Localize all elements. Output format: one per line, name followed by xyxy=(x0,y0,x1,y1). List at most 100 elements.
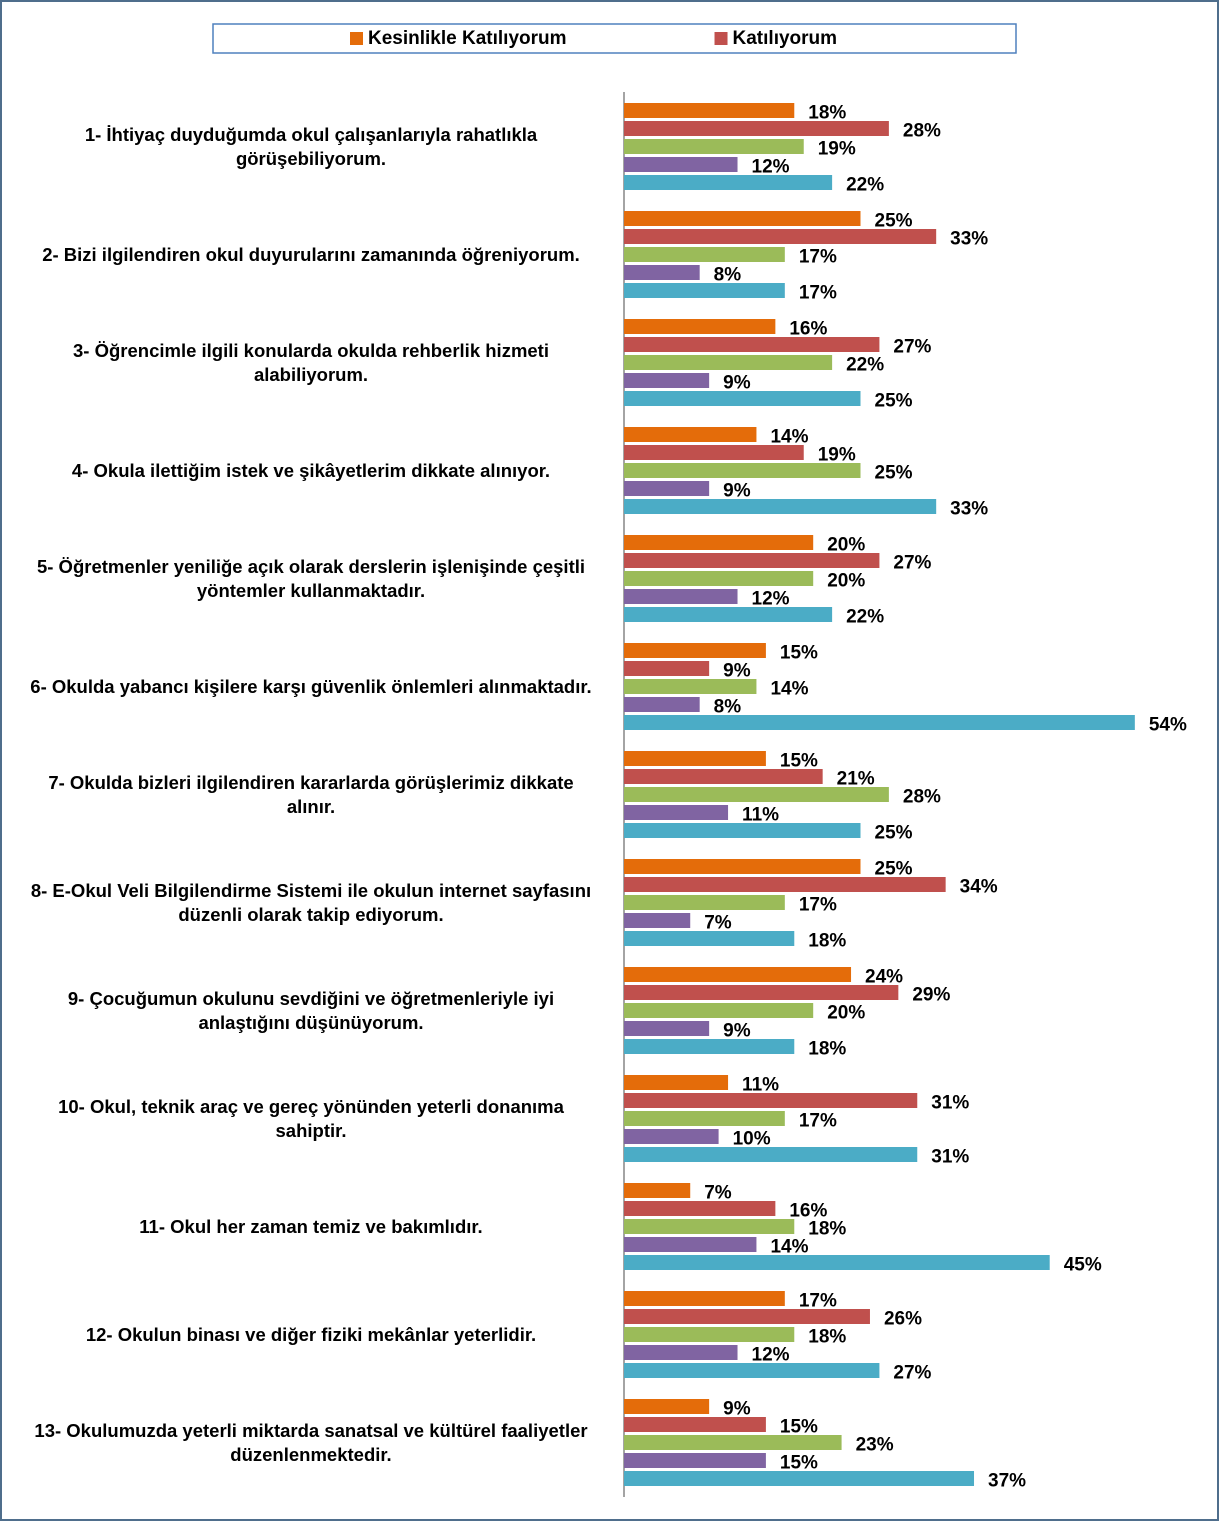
bar xyxy=(624,1309,870,1324)
value-label: 18% xyxy=(808,931,846,952)
legend-label: Katılıyorum xyxy=(733,28,838,49)
bar xyxy=(624,247,785,262)
value-label: 17% xyxy=(799,283,837,304)
category-label: 8- E-Okul Veli Bilgilendirme Sistemi ile… xyxy=(30,879,592,925)
value-label: 9% xyxy=(723,1021,751,1042)
category-label: 4- Okula ilettiğim istek ve şikâyetlerim… xyxy=(71,459,551,481)
value-label: 22% xyxy=(846,175,884,196)
bar xyxy=(624,1111,785,1126)
value-label: 18% xyxy=(808,1327,846,1348)
bar xyxy=(624,1021,710,1036)
bar xyxy=(624,445,804,460)
bar xyxy=(624,283,785,298)
bar xyxy=(624,1399,710,1414)
value-label: 25% xyxy=(875,391,913,412)
bar xyxy=(624,427,757,442)
value-label: 17% xyxy=(799,247,837,268)
value-label: 7% xyxy=(704,1183,732,1204)
value-label: 18% xyxy=(808,1039,846,1060)
bar xyxy=(624,751,766,766)
bar xyxy=(624,1093,918,1108)
bar xyxy=(624,1471,975,1486)
value-label: 21% xyxy=(837,769,875,790)
value-label: 29% xyxy=(912,985,950,1006)
bar xyxy=(624,391,861,406)
value-label: 8% xyxy=(714,697,742,718)
bar xyxy=(624,697,700,712)
bar xyxy=(624,211,861,226)
value-label: 22% xyxy=(846,607,884,628)
value-label: 33% xyxy=(950,229,988,250)
value-label: 17% xyxy=(799,895,837,916)
bar xyxy=(624,1003,814,1018)
legend-label: Kesinlikle Katılıyorum xyxy=(368,28,567,49)
bar xyxy=(624,571,814,586)
value-label: 15% xyxy=(780,643,818,664)
value-label: 20% xyxy=(827,535,865,556)
value-label: 25% xyxy=(875,463,913,484)
bar xyxy=(624,715,1135,730)
bar xyxy=(624,895,785,910)
value-label: 17% xyxy=(799,1291,837,1312)
bar xyxy=(624,1075,729,1090)
bar xyxy=(624,1291,785,1306)
bar xyxy=(624,1219,795,1234)
bar xyxy=(624,337,880,352)
value-label: 27% xyxy=(893,1363,931,1384)
value-label: 26% xyxy=(884,1309,922,1330)
value-label: 11% xyxy=(742,1075,779,1096)
bar xyxy=(624,1345,738,1360)
bar xyxy=(624,373,710,388)
bar xyxy=(624,643,766,658)
value-label: 15% xyxy=(780,751,818,772)
category-label: 10- Okul, teknik araç ve gereç yönünden … xyxy=(58,1095,564,1141)
value-label: 27% xyxy=(893,337,931,358)
bar xyxy=(624,985,899,1000)
bar xyxy=(624,1129,719,1144)
value-label: 23% xyxy=(856,1435,894,1456)
bar xyxy=(624,1183,691,1198)
bar xyxy=(624,103,795,118)
bar xyxy=(624,787,889,802)
value-label: 10% xyxy=(733,1129,771,1150)
category-label: 13- Okulumuzda yeterli miktarda sanatsal… xyxy=(34,1419,588,1465)
value-label: 20% xyxy=(827,1003,865,1024)
value-label: 18% xyxy=(808,103,846,124)
value-label: 17% xyxy=(799,1111,837,1132)
category-label: 12- Okulun binası ve diğer fiziki mekânl… xyxy=(85,1323,537,1345)
bar xyxy=(624,877,946,892)
legend-swatch xyxy=(714,32,728,45)
bar xyxy=(624,661,710,676)
value-label: 25% xyxy=(875,211,913,232)
category-label: 6- Okulda yabancı kişilere karşı güvenli… xyxy=(30,675,592,697)
bar xyxy=(624,463,861,478)
value-label: 31% xyxy=(931,1147,969,1168)
value-label: 9% xyxy=(723,1399,751,1420)
category-label: 9- Çocuğumun okulunu sevdiğini ve öğretm… xyxy=(67,987,555,1033)
bar xyxy=(624,859,861,874)
bar xyxy=(624,139,804,154)
bar xyxy=(624,1327,795,1342)
legend-box xyxy=(212,23,1017,54)
value-label: 19% xyxy=(818,445,856,466)
bar xyxy=(624,1453,766,1468)
bar xyxy=(624,1363,880,1378)
bar xyxy=(624,229,937,244)
legend-swatch xyxy=(350,32,363,45)
value-label: 9% xyxy=(723,481,751,502)
value-label: 16% xyxy=(789,319,827,340)
bar xyxy=(624,481,710,496)
category-label: 1- İhtiyaç duyduğumda okul çalışanlarıyl… xyxy=(84,123,538,169)
value-label: 28% xyxy=(903,121,941,142)
value-label: 33% xyxy=(950,499,988,520)
value-label: 11% xyxy=(742,805,779,826)
value-label: 12% xyxy=(752,157,790,178)
bar xyxy=(624,535,814,550)
value-label: 8% xyxy=(714,265,742,286)
bar xyxy=(624,265,700,280)
category-label: 7- Okulda bizleri ilgilendiren kararlard… xyxy=(48,771,574,817)
value-label: 19% xyxy=(818,139,856,160)
bar xyxy=(624,1201,776,1216)
value-label: 22% xyxy=(846,355,884,376)
